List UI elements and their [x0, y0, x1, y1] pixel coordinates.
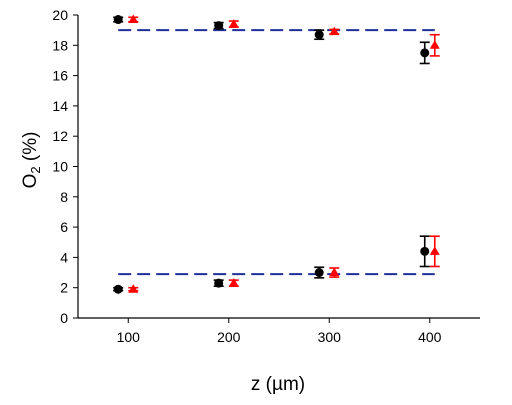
- data-point: [213, 21, 224, 31]
- data-point: [228, 19, 239, 28]
- point-marker: [228, 19, 239, 28]
- data-point: [314, 29, 325, 41]
- y-tick-label: 8: [60, 189, 68, 205]
- x-ticks: 100 200 300 400: [117, 318, 442, 345]
- y-tick-label: 0: [60, 310, 68, 326]
- data-point: [128, 284, 139, 293]
- data-point: [228, 278, 239, 287]
- data-point: [314, 266, 325, 279]
- x-tick-label: 200: [217, 329, 241, 345]
- y-tick-label: 2: [60, 280, 68, 296]
- y-axis-title-main: O: [20, 174, 41, 189]
- data-point: [419, 41, 430, 65]
- data-point: [419, 235, 430, 268]
- point-marker: [228, 278, 239, 287]
- data-point: [113, 284, 124, 294]
- reference-lines: [118, 29, 435, 276]
- data-point: [128, 14, 139, 24]
- data-marks: [113, 14, 440, 294]
- point-marker: [113, 15, 123, 25]
- point-marker: [429, 246, 440, 255]
- point-marker: [329, 267, 340, 277]
- y-tick-label: 4: [60, 249, 68, 265]
- y-axis-title: O2 (%): [20, 132, 43, 189]
- data-point: [213, 278, 224, 288]
- y-ticks: 0 2 4 6 8 10 12 14 16 18 20: [52, 7, 78, 326]
- x-axis-title: z (µm): [251, 374, 305, 395]
- point-marker: [314, 268, 324, 278]
- y-tick-label: 16: [52, 68, 68, 84]
- data-point: [329, 267, 340, 278]
- y-tick-label: 14: [52, 98, 68, 114]
- point-marker: [429, 40, 440, 49]
- point-marker: [214, 21, 224, 31]
- point-marker: [128, 14, 139, 24]
- point-marker: [329, 26, 340, 36]
- data-point: [429, 33, 440, 57]
- point-marker: [113, 284, 123, 294]
- point-marker: [128, 284, 139, 293]
- y-tick-label: 20: [52, 7, 68, 23]
- x-tick-label: 400: [418, 329, 442, 345]
- point-marker: [420, 48, 430, 58]
- x-tick-label: 300: [318, 329, 342, 345]
- data-point: [113, 15, 124, 25]
- y-tick-label: 18: [52, 37, 68, 53]
- axes: [77, 15, 480, 319]
- data-point: [329, 26, 340, 36]
- point-marker: [314, 30, 324, 40]
- y-tick-label: 6: [60, 219, 68, 235]
- x-tick-label: 100: [117, 329, 141, 345]
- point-marker: [420, 246, 430, 256]
- y-tick-label: 10: [52, 159, 68, 175]
- point-marker: [214, 278, 224, 288]
- data-point: [429, 235, 440, 268]
- y-axis-title-unit: (%): [20, 132, 41, 167]
- y-tick-label: 12: [52, 128, 68, 144]
- y-axis-title-subscript: 2: [28, 166, 43, 173]
